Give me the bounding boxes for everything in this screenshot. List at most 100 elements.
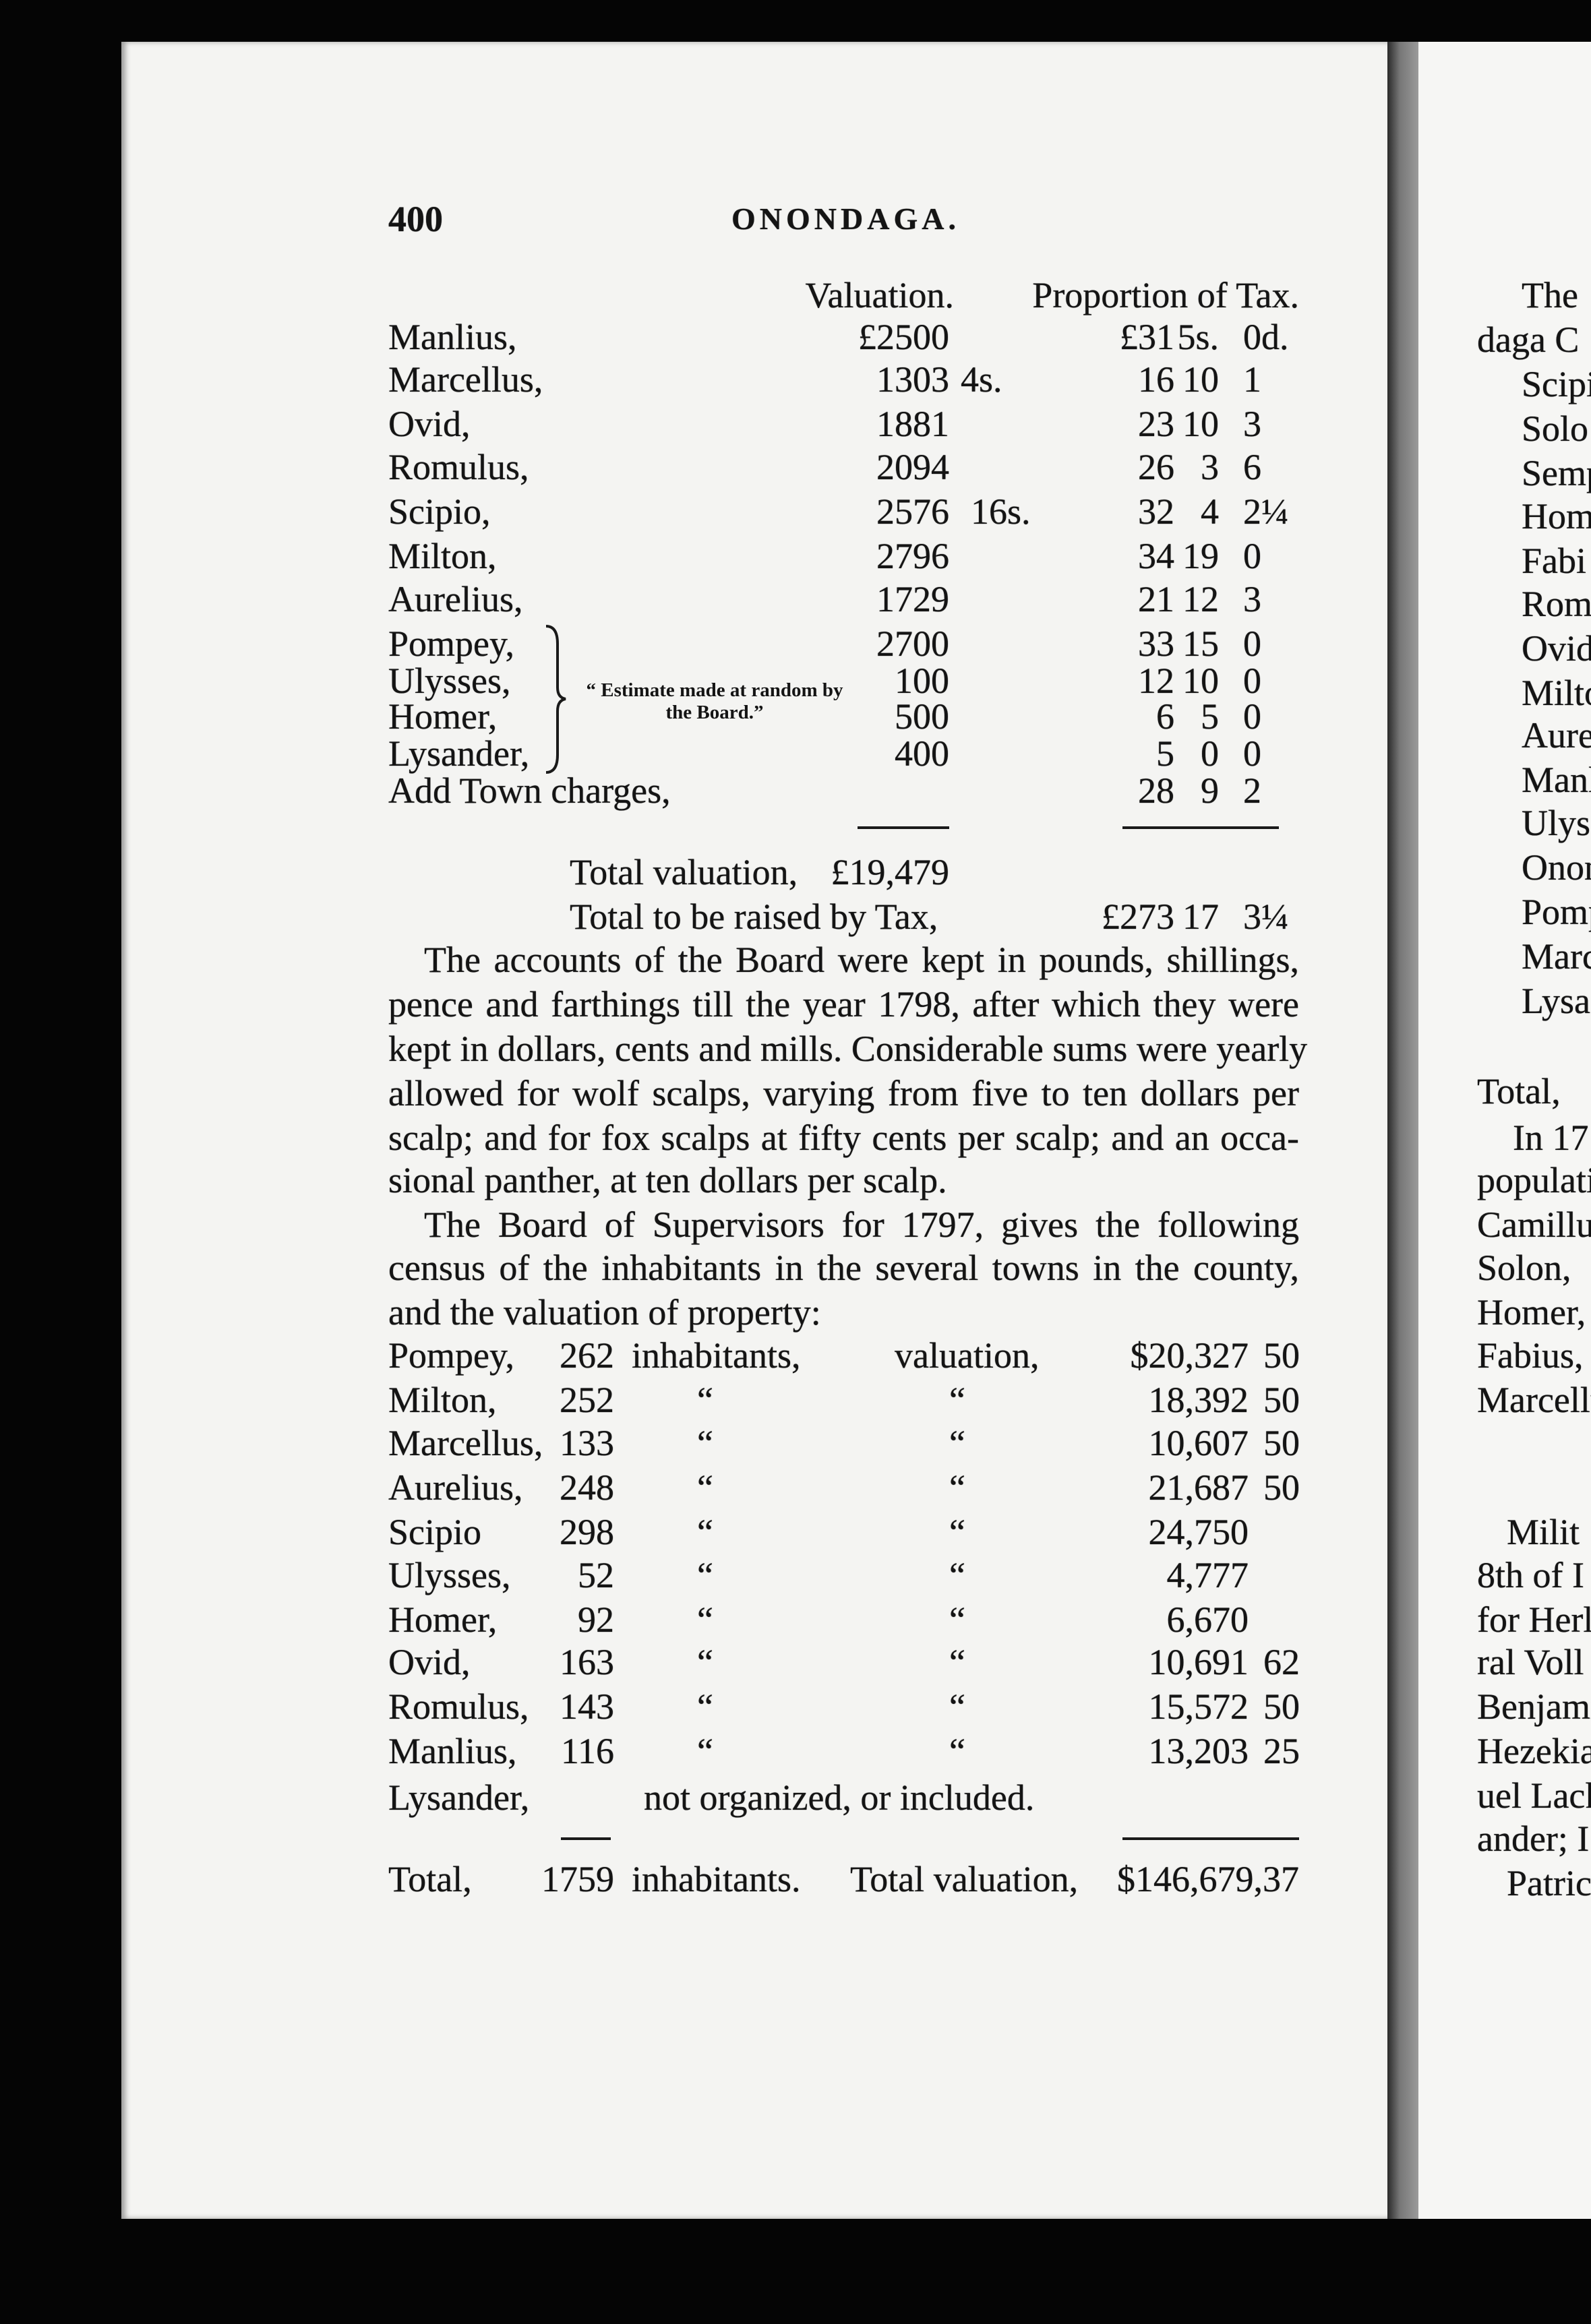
right-page-text-fragment: Semp [1522,453,1591,493]
inhabitants-count: 298 [560,1512,614,1552]
page-number: 400 [388,199,443,239]
valuation-value: 1729 [876,579,949,619]
valuation-value: £2500 [858,317,949,357]
valuation-dollars: 15,572 [1148,1686,1249,1727]
book-gutter [1387,42,1418,2219]
brace [545,625,566,774]
right-page-text-fragment: 8th of I [1477,1555,1584,1595]
total-valuation-label: Total valuation, [570,852,798,892]
town-name: Manlius, [388,317,517,357]
town-name: Pompey, [388,1335,514,1376]
right-page-text-fragment: Total, [1477,1071,1561,1111]
inhabitants-label: “ [697,1380,713,1420]
right-page-text-fragment: Ulyss [1522,803,1591,843]
paragraph-1-line: allowed for wolf scalps, varying from fi… [388,1073,1299,1113]
inhabitants-count: 143 [560,1686,614,1727]
valuation-label: “ [949,1467,965,1508]
tax-pounds: 21 [1138,579,1174,619]
town-name: Scipio, [388,491,491,532]
valuation-label: “ [949,1512,965,1552]
tax-pence: 3 [1243,404,1261,444]
tax-pence: 0 [1243,536,1261,576]
valuation-cents: 25 [1263,1731,1300,1771]
valuation-label: “ [949,1555,965,1595]
valuation-header: Valuation. [805,275,954,315]
inhabitants-label: “ [697,1731,713,1771]
right-page-text-fragment: Benjami [1477,1686,1591,1727]
tax-shillings: 5 [1201,696,1219,737]
valuation-value: 400 [895,733,949,774]
inhabitants-count: 52 [578,1555,614,1595]
valuation-value: 1303 [876,359,949,400]
valuation-dollars: 24,750 [1148,1512,1249,1552]
right-page-text-fragment: Solon, [1477,1248,1571,1288]
tax-pounds: 26 [1138,447,1174,487]
tax-shillings: 10 [1182,661,1219,701]
right-page-text-fragment: Onon [1522,847,1591,888]
inhabitants-label: “ [697,1512,713,1552]
right-page-text-fragment: Ovid, [1522,628,1591,669]
inhabitants-label: “ [697,1599,713,1640]
inhabitants-count: 116 [561,1731,614,1771]
right-page-text-fragment: Rom [1522,584,1591,624]
right-page-text-fragment: Hezekia [1477,1731,1591,1771]
valuation-label: “ [949,1642,965,1682]
brace-note-line-1: “ Estimate made at random by [586,679,843,701]
right-page-text-fragment: Milit [1507,1512,1580,1552]
town-name: Pompey, [388,623,514,664]
valuation-dollars: 10,607 [1148,1423,1249,1463]
total-valuation-value: $146,679,37 [1117,1859,1299,1899]
right-page-text-fragment: Hom [1522,496,1591,537]
valuation-sum-rule-2 [1122,1837,1299,1840]
right-page-text-fragment: In 17 [1513,1118,1589,1158]
right-page-text-fragment: Lysa [1522,981,1590,1021]
inhabitants-label: “ [697,1686,713,1727]
right-page-text-fragment: Milto [1522,673,1591,713]
paragraph-2-line: and the valuation of property: [388,1292,821,1333]
town-name: Milton, [388,1380,497,1420]
paragraph-1-line: kept in dollars, cents and mills. Consid… [388,1029,1308,1069]
tax-sum-rule [1122,826,1279,829]
tax-shillings: 3 [1201,447,1219,487]
town-name: Homer, [388,1599,498,1640]
valuation-cents: 50 [1263,1335,1300,1376]
inhabitants-count: 262 [560,1335,614,1376]
inhabitants-count: 248 [560,1467,614,1508]
town-name: Marcellus, [388,359,543,400]
town-name: Ovid, [388,404,471,444]
valuation-label: “ [949,1380,965,1420]
inhabitants-count: 163 [560,1642,614,1682]
right-page-text-fragment: Marcellu [1477,1380,1591,1420]
right-page-text-fragment: Pomp [1522,892,1591,932]
tax-pence: 2¼ [1243,491,1289,532]
tax-shillings: 10 [1182,404,1219,444]
valuation-value: 2576 [876,491,949,532]
right-page-text-fragment: ander; I [1477,1818,1590,1859]
tax-pence: 0 [1243,733,1261,774]
tax-pounds: £31 [1120,317,1174,357]
valuation-shillings: 16s. [971,491,1031,532]
right-page-text-fragment: The [1522,275,1578,315]
valuation-dollars: 6,670 [1166,1599,1249,1640]
valuation-dollars: 21,687 [1148,1467,1249,1508]
valuation-cents: 62 [1263,1642,1300,1682]
brace-note-line-2: the Board.” [665,702,764,723]
tax-pounds: 34 [1138,536,1174,576]
right-page-text-fragment: daga C [1477,319,1580,360]
tax-shillings: 5s. [1177,317,1219,357]
valuation-dollars: 18,392 [1148,1380,1249,1420]
tax-pounds: 32 [1138,491,1174,532]
right-page-text-fragment: Camillu [1477,1204,1591,1245]
inhabitants-count: 252 [560,1380,614,1420]
tax-pence: 6 [1243,447,1261,487]
inhabitants-count: 133 [560,1423,614,1463]
valuation-cents: 50 [1263,1380,1300,1420]
tax-pence: 1 [1243,359,1261,400]
book-page-right [1418,42,1591,2219]
inhabitants-label: “ [697,1642,713,1682]
inhabitants-label: “ [697,1423,713,1463]
town-name: Lysander, [388,1777,530,1818]
town-name: Milton, [388,536,497,576]
valuation-label: “ [949,1423,965,1463]
valuation-value: 2796 [876,536,949,576]
